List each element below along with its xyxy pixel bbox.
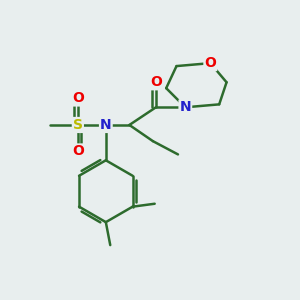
Text: O: O — [204, 56, 216, 70]
Text: O: O — [72, 145, 84, 158]
Text: O: O — [72, 92, 84, 106]
Text: N: N — [100, 118, 112, 132]
Text: N: N — [179, 100, 191, 114]
Text: S: S — [73, 118, 83, 132]
Text: O: O — [150, 75, 162, 89]
